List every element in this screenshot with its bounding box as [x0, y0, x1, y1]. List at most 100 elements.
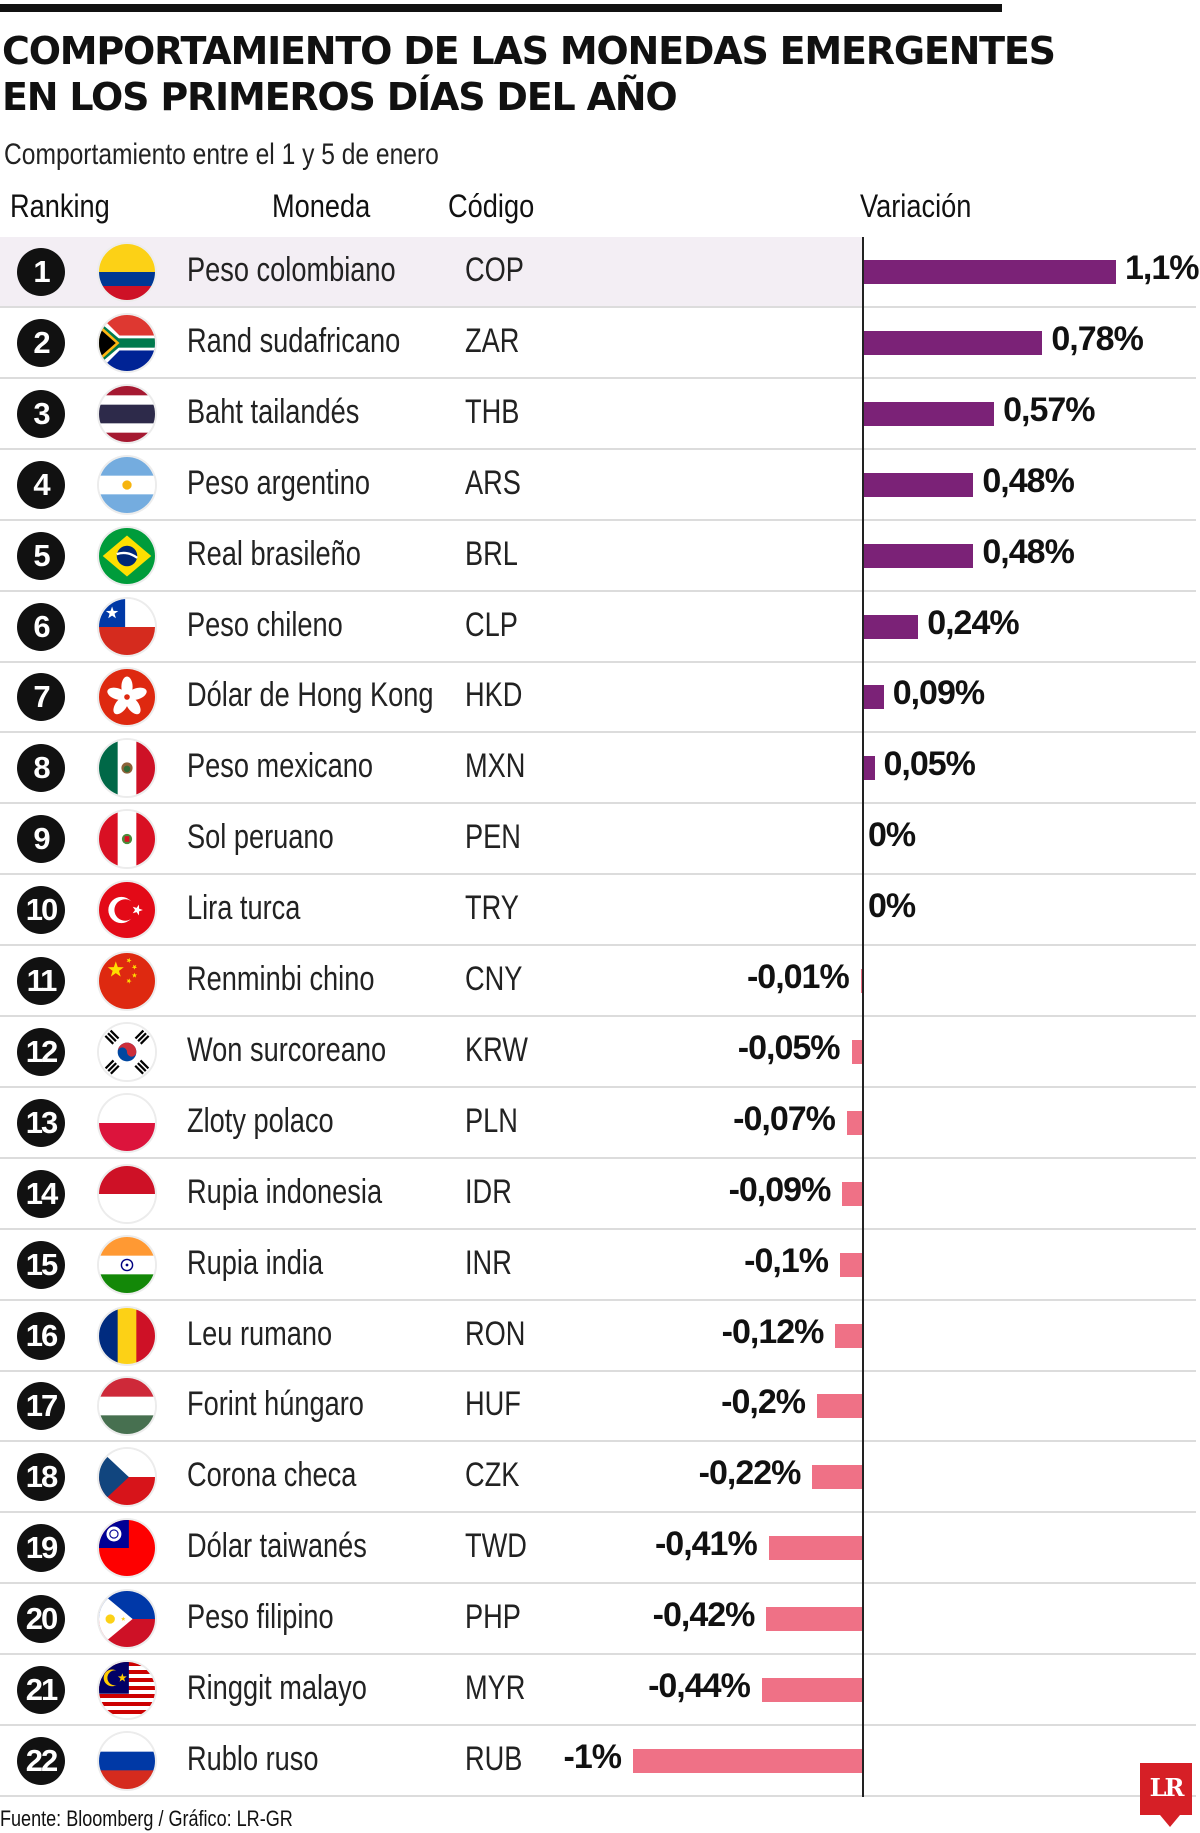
- bar-negative: [768, 1536, 863, 1561]
- lr-logo-tail: [1160, 1815, 1180, 1827]
- value-label: 0,48%: [982, 461, 1074, 500]
- currency-code: PEN: [465, 818, 521, 857]
- table-row: 22 Rublo ruso RUB -1%: [0, 1726, 1196, 1797]
- currency-code: ARS: [465, 463, 521, 502]
- top-rule: [0, 4, 1002, 12]
- table-row: 8 Peso mexicano MXN 0,05%: [0, 733, 1196, 805]
- flag-co-icon: [99, 244, 155, 300]
- value-label: -0,22%: [698, 1454, 802, 1493]
- table-row: 9 Sol peruano PEN 0%: [0, 804, 1196, 876]
- rank-badge: 2: [17, 318, 65, 367]
- currency-code: CLP: [465, 605, 518, 644]
- currency-code: MYR: [465, 1669, 526, 1707]
- row-divider: [0, 731, 1196, 734]
- currency-code: CNY: [465, 960, 523, 998]
- bar-negative: [817, 1394, 863, 1419]
- currency-name: Rupia india: [187, 1243, 324, 1282]
- value-label: -0,41%: [654, 1525, 758, 1564]
- row-divider: [0, 1085, 1196, 1088]
- flag-ar-icon: [99, 456, 155, 513]
- flag-pl-icon: [99, 1094, 155, 1151]
- row-divider: [0, 1582, 1196, 1585]
- bar-negative: [633, 1748, 863, 1773]
- currency-name: Sol peruano: [187, 818, 334, 857]
- rank-badge: 16: [17, 1311, 65, 1360]
- row-divider: [0, 1156, 1196, 1159]
- value-label: 0,48%: [982, 532, 1074, 571]
- rank-badge: 14: [17, 1169, 65, 1218]
- value-label: 0,24%: [927, 603, 1019, 642]
- flag-ru-icon: [99, 1732, 155, 1789]
- flag-ro-icon: [99, 1307, 155, 1364]
- table-row: 17 Forint húngaro HUF -0,2%: [0, 1371, 1196, 1443]
- table-row: 15 Rupia india INR -0,1%: [0, 1230, 1196, 1301]
- bar-positive: [863, 685, 884, 710]
- rank-badge: 6: [17, 602, 65, 651]
- flag-ph-icon: [99, 1591, 155, 1648]
- flag-my-icon: [99, 1662, 155, 1718]
- currency-code: BRL: [465, 534, 518, 573]
- value-label: -0,1%: [744, 1241, 829, 1280]
- value-label: -0,05%: [737, 1028, 841, 1067]
- table-row: 14 Rupia indonesia IDR -0,09%: [0, 1159, 1196, 1230]
- row-divider: [0, 1369, 1196, 1372]
- chart-subtitle: Comportamiento entre el 1 y 5 de enero: [4, 138, 439, 171]
- flag-cn-icon: [99, 953, 155, 1009]
- flag-kr-icon: [99, 1023, 155, 1080]
- currency-code: TWD: [465, 1527, 527, 1566]
- row-divider: [0, 1511, 1196, 1514]
- rank-badge: 21: [17, 1666, 65, 1714]
- flag-in-icon: [99, 1236, 155, 1293]
- row-divider: [0, 1298, 1196, 1301]
- currency-code: RON: [465, 1314, 526, 1353]
- value-label: 0,05%: [883, 745, 976, 784]
- row-divider: [0, 873, 1196, 876]
- currency-name: Rupia indonesia: [187, 1172, 383, 1211]
- table-row: 13 Zloty polaco PLN -0,07%: [0, 1088, 1196, 1159]
- currency-code: COP: [465, 251, 524, 289]
- row-divider: [0, 518, 1196, 521]
- bar-negative: [860, 969, 863, 993]
- row-divider: [0, 1794, 1196, 1797]
- table-row: 6 Peso chileno CLP 0,24%: [0, 592, 1196, 663]
- currency-name: Peso colombiano: [187, 251, 396, 289]
- value-label: -0,07%: [733, 1099, 836, 1138]
- currency-name: Rand sudafricano: [187, 321, 401, 360]
- currency-name: Zloty polaco: [187, 1101, 334, 1140]
- currency-code: ZAR: [465, 321, 520, 360]
- bar-positive: [863, 472, 974, 497]
- value-label: 0,57%: [1003, 390, 1095, 429]
- flag-br-icon: [99, 527, 155, 584]
- value-label: -0,01%: [746, 958, 850, 996]
- source-note: Fuente: Bloomberg / Gráfico: LR-GR: [0, 1806, 293, 1831]
- value-label: -0,09%: [728, 1170, 832, 1209]
- bar-positive: [863, 260, 1116, 284]
- rank-badge: 20: [17, 1595, 65, 1644]
- bar-positive: [863, 401, 995, 426]
- rank-badge: 5: [17, 531, 65, 580]
- row-divider: [0, 1015, 1196, 1017]
- currency-code: HUF: [465, 1385, 521, 1424]
- table-row: 5 Real brasileño BRL 0,48%: [0, 521, 1196, 592]
- table-row: 2 Rand sudafricano ZAR 0,78%: [0, 308, 1196, 379]
- bar-positive: [863, 614, 919, 639]
- currency-name: Corona checa: [187, 1456, 357, 1495]
- row-divider: [0, 1440, 1196, 1443]
- rank-badge: 15: [17, 1240, 65, 1289]
- currency-name: Leu rumano: [187, 1314, 333, 1353]
- rank-badge: 9: [17, 815, 65, 864]
- bar-negative: [851, 1039, 863, 1064]
- bar-negative: [842, 1181, 863, 1206]
- bar-negative: [761, 1678, 863, 1702]
- table-row: 16 Leu rumano RON -0,12%: [0, 1301, 1196, 1372]
- flag-tr-icon: [99, 882, 155, 939]
- currency-code: MXN: [465, 747, 526, 786]
- flag-th-icon: [99, 385, 155, 442]
- currency-code: CZK: [465, 1456, 520, 1495]
- table-row: 3 Baht tailandés THB 0,57%: [0, 379, 1196, 450]
- currency-code: KRW: [465, 1030, 528, 1069]
- flag-cz-icon: [99, 1449, 155, 1506]
- table-row: 20 Peso filipino PHP -0,42%: [0, 1584, 1196, 1656]
- rank-badge: 19: [17, 1524, 65, 1573]
